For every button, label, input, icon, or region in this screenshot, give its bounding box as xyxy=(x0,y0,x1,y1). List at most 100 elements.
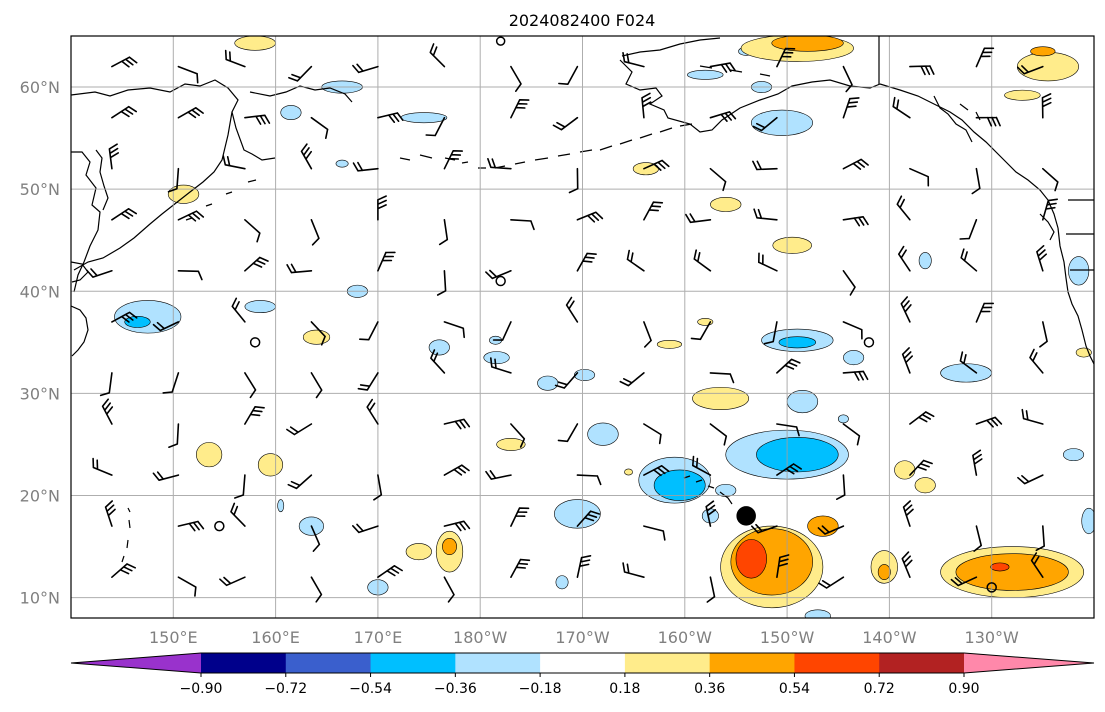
wind-barb xyxy=(490,357,512,374)
wind-barb xyxy=(643,465,670,477)
wind-barb xyxy=(219,576,246,587)
wind-barb xyxy=(443,418,471,430)
wind-barb xyxy=(576,474,602,486)
wind-barb xyxy=(487,158,512,170)
anomaly-contour-60 xyxy=(771,36,844,52)
anomaly-contour-64 xyxy=(234,36,276,51)
wind-barb xyxy=(643,321,652,348)
wind-barb xyxy=(244,256,269,272)
lon-tick-label: 150°E xyxy=(149,628,198,647)
wind-barb xyxy=(443,150,463,170)
wind-barb xyxy=(310,525,321,552)
wind-barb xyxy=(1029,348,1044,374)
lat-tick-label: 60°N xyxy=(20,78,60,97)
wind-barb xyxy=(222,155,246,170)
latitude-tick-labels: 10°N 20°N 30°N 40°N 50°N 60°N xyxy=(20,78,60,608)
colorbar-tick-label: 0.18 xyxy=(609,681,640,697)
coast-sakhalin xyxy=(95,149,109,211)
alaska-islands xyxy=(699,65,981,121)
anomaly-contour-10 xyxy=(843,350,865,366)
wind-barb xyxy=(111,563,136,578)
colorbar-segment xyxy=(540,653,626,673)
station-marker-open xyxy=(495,36,506,46)
anomaly-contour-21 xyxy=(114,300,182,334)
wind-barb xyxy=(152,471,180,481)
coast-bc-washington xyxy=(1057,227,1094,365)
wind-barb xyxy=(763,321,778,345)
wind-barb xyxy=(898,245,911,272)
wind-barb xyxy=(352,161,379,172)
wind-barb xyxy=(177,520,205,532)
wind-barb xyxy=(366,398,379,425)
graticule xyxy=(71,36,1094,618)
wind-barb xyxy=(436,270,447,296)
anomaly-contour-18 xyxy=(428,339,450,356)
wind-barb xyxy=(357,372,379,391)
wind-barb xyxy=(310,576,323,603)
wind-barb xyxy=(377,565,403,578)
map-frame xyxy=(70,35,1095,619)
wind-barb xyxy=(177,270,203,281)
wind-barb xyxy=(709,372,735,384)
wind-barb xyxy=(619,372,645,387)
lat-tick-label: 10°N xyxy=(20,589,60,608)
wind-barb xyxy=(310,116,329,139)
wind-barb xyxy=(909,65,935,76)
wind-barb xyxy=(510,99,530,119)
anomaly-contour-19 xyxy=(537,375,559,391)
wind-barb xyxy=(641,92,652,119)
wind-barb xyxy=(1035,525,1045,552)
wind-barb xyxy=(230,502,246,527)
anomaly-contour-4 xyxy=(715,483,737,497)
wind-barb xyxy=(1036,245,1047,272)
coastlines xyxy=(71,36,1094,563)
anomaly-contour-36 xyxy=(555,575,569,590)
anomaly-contour-56 xyxy=(302,329,331,345)
wind-barb xyxy=(92,457,113,476)
wind-barb xyxy=(558,65,579,85)
wind-barb xyxy=(554,372,579,389)
wind-barb xyxy=(1017,65,1044,75)
station-marker-open xyxy=(214,520,225,532)
wind-barb xyxy=(557,423,579,443)
wind-barb xyxy=(288,65,313,82)
wind-barb xyxy=(975,116,1001,127)
wind-barb xyxy=(352,523,379,534)
colorbar: −0.90 −0.72 −0.54 −0.36 −0.18 0.18 0.36 0.54 0.7… xyxy=(70,652,1095,697)
wind-barb xyxy=(709,423,728,446)
colorbar-segment xyxy=(794,653,880,673)
kuril-islands xyxy=(185,179,257,221)
anomaly-contour-53 xyxy=(196,442,223,468)
wind-barb xyxy=(352,63,379,74)
wind-barb xyxy=(510,507,530,527)
lat-tick-label: 50°N xyxy=(20,180,60,199)
anomaly-contour-12 xyxy=(750,109,813,136)
lat-tick-label: 30°N xyxy=(20,384,60,403)
colorbar-extend-high xyxy=(964,653,1094,673)
anomaly-contour-66 xyxy=(894,460,916,480)
wind-barb xyxy=(842,65,853,93)
wind-barb xyxy=(108,143,119,170)
wind-barb xyxy=(643,201,664,221)
wind-barb xyxy=(224,49,246,68)
wind-barb xyxy=(510,219,535,231)
anomaly-contour-23 xyxy=(244,300,276,314)
coast-alaska-north xyxy=(621,37,721,57)
wind-barb xyxy=(751,523,778,534)
wind-barb xyxy=(758,252,778,272)
wind-barb xyxy=(425,116,446,137)
wind-barb xyxy=(443,321,465,339)
colorbar-segment xyxy=(879,653,965,673)
longitude-tick-labels: 150°E 160°E 170°E 180°W 170°W 160°W 150°W 140°W… xyxy=(149,628,1019,647)
anomaly-contour-2 xyxy=(653,469,706,501)
wind-barb xyxy=(959,219,978,240)
ogasawara-islands xyxy=(121,507,131,563)
anomaly-contour-34 xyxy=(918,252,932,270)
wind-barb xyxy=(693,249,712,272)
wind-barb xyxy=(373,474,383,501)
anomaly-contour-17 xyxy=(483,351,510,365)
wind-barb xyxy=(485,269,512,280)
lat-tick-label: 40°N xyxy=(20,282,60,301)
wind-barb xyxy=(377,112,404,123)
coast-alaska-west xyxy=(619,59,881,133)
